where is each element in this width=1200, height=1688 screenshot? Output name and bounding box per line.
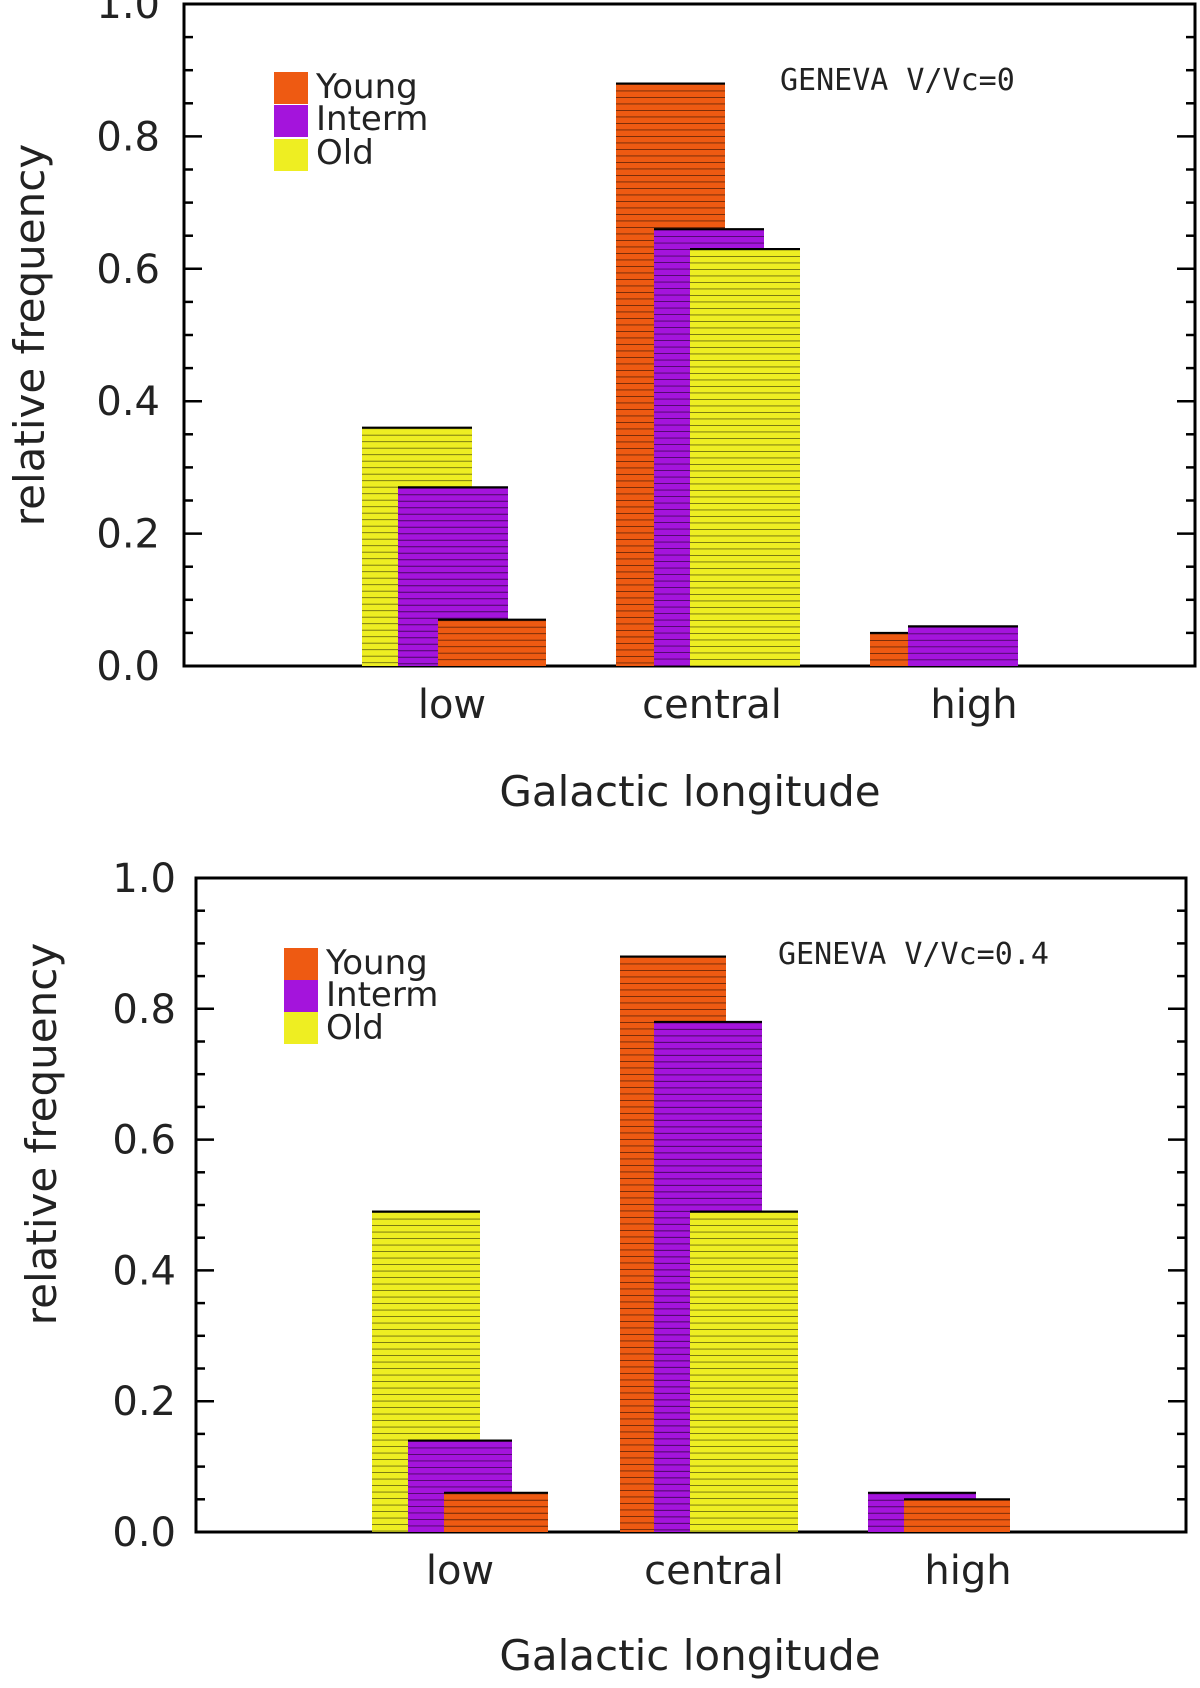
bar-young-low [444,1491,548,1532]
x-axis-title: Galactic longitude [499,767,880,816]
chart-bottom-svg: 0.0 0.2 0.4 0.6 0.8 1.0 Young Interm Old GENE… [17,856,1188,1680]
legend-label-young: Young [315,67,418,107]
category-label-central: central [644,1548,784,1594]
x-axis-title: Galactic longitude [499,1631,880,1680]
y-tick-label: 0.6 [112,1118,176,1164]
bar-young-high [870,631,908,666]
chart-annotation: GENEVA V/Vc=0 [780,63,1015,98]
y-tick-label: 1.0 [96,0,160,28]
bars-group [372,955,1010,1532]
y-tick-label: 0.4 [96,379,160,425]
legend-label-old: Old [316,133,374,173]
bar-old-central [690,1210,798,1532]
legend: Young Interm Old [274,67,428,173]
y-tick-label: 0.0 [112,1510,176,1556]
legend-label-interm: Interm [326,975,438,1015]
legend-swatch-old [274,139,308,171]
bar-young-low [438,618,546,666]
y-tick-label: 0.2 [112,1379,176,1425]
category-label-low: low [426,1548,494,1594]
y-tick-label: 1.0 [112,856,176,902]
y-tick-label: 0.6 [96,247,160,293]
y-tick-label: 0.2 [96,512,160,558]
y-tick-label: 0.8 [112,987,176,1033]
legend-swatch-interm [284,980,318,1012]
legend-swatch-interm [274,105,308,137]
legend-label-old: Old [326,1008,384,1048]
y-axis-title: relative frequency [5,144,54,526]
y-tick-label: 0.8 [96,114,160,160]
legend: Young Interm Old [284,943,438,1048]
ticks-group: 0.0 0.2 0.4 0.6 0.8 1.0 [112,856,1186,1556]
legend-swatch-young [274,72,308,104]
bar-interm-high [908,625,1018,666]
bar-young-high [904,1498,1010,1532]
bar-old-central [690,247,800,667]
chart-panel-top: 0.0 0.2 0.4 0.6 0.8 1.0 Young Interm Old GENE… [5,0,1197,816]
chart-annotation: GENEVA V/Vc=0.4 [778,937,1049,972]
category-label-low: low [418,682,486,728]
y-tick-label: 0.0 [96,644,160,690]
category-label-high: high [924,1548,1011,1594]
chart-top-svg: 0.0 0.2 0.4 0.6 0.8 1.0 Young Interm Old GENE… [5,0,1197,816]
chart-panel-bottom: 0.0 0.2 0.4 0.6 0.8 1.0 Young Interm Old GENE… [0,844,1200,1688]
legend-swatch-old [284,1012,318,1044]
bars-group [362,82,1018,667]
legend-swatch-young [284,948,318,980]
legend-label-young: Young [325,943,428,983]
y-axis-title: relative frequency [17,943,66,1325]
category-label-central: central [642,682,782,728]
y-tick-label: 0.4 [112,1248,176,1294]
category-label-high: high [930,682,1017,728]
ticks-group: 0.0 0.2 0.4 0.6 0.8 1.0 [96,0,1195,690]
legend-label-interm: Interm [316,99,428,139]
